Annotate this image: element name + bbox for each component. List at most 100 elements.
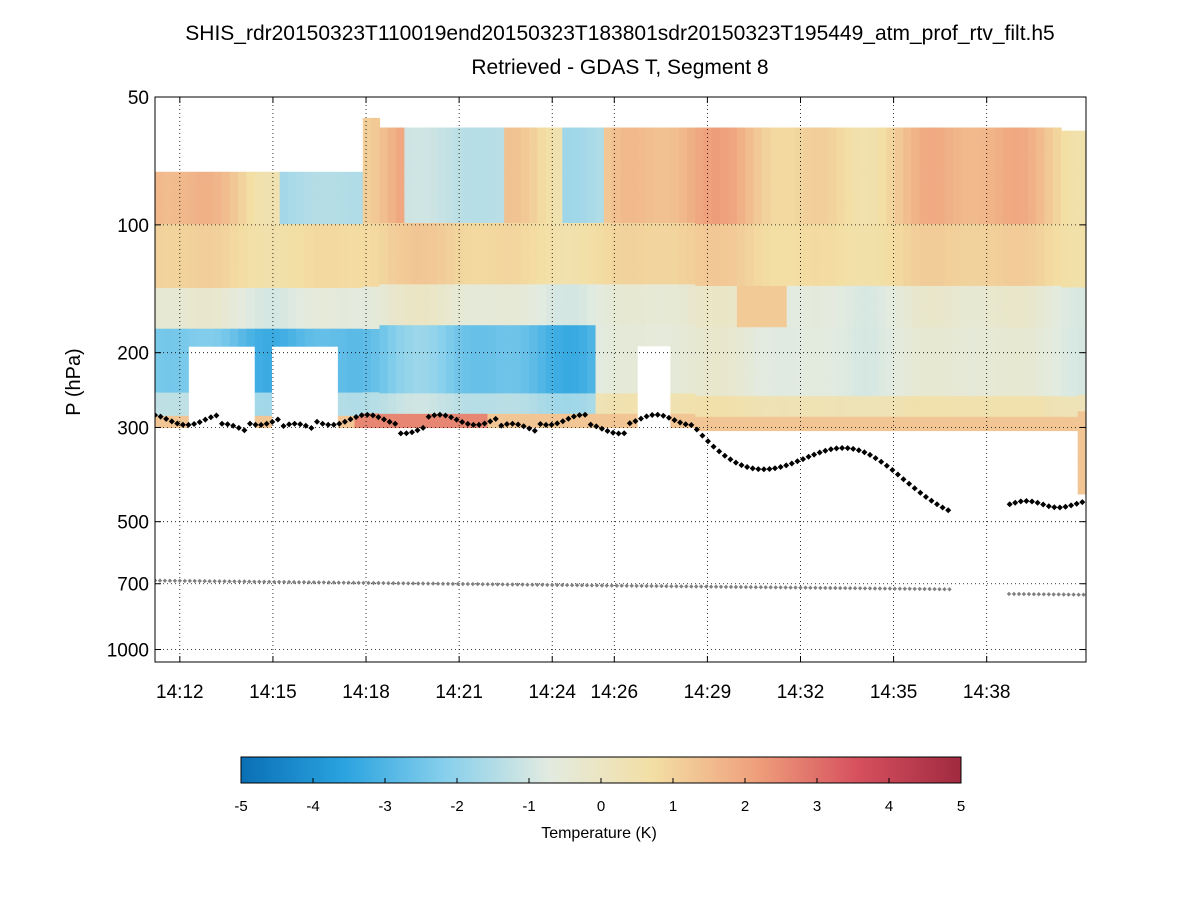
surface-pressure-marker <box>805 453 812 460</box>
heatmap-cell <box>429 243 439 251</box>
heatmap-cell <box>562 250 572 258</box>
heatmap-cell <box>994 196 1004 204</box>
heatmap-cell <box>462 222 472 231</box>
heatmap-cell <box>321 195 331 202</box>
heatmap-cell <box>520 393 530 401</box>
heatmap-cell <box>379 202 389 210</box>
heatmap-cell <box>878 223 888 232</box>
heatmap-cell <box>254 189 264 196</box>
heatmap-cell <box>994 299 1004 308</box>
heatmap-cell <box>878 368 888 377</box>
heatmap-cell <box>612 372 622 381</box>
heatmap-cell <box>254 195 264 202</box>
heatmap-cell <box>903 265 913 273</box>
heatmap-cell <box>337 351 347 359</box>
heatmap-cell <box>836 320 846 328</box>
heatmap-cell <box>329 241 339 248</box>
heatmap-cell <box>296 235 306 243</box>
heatmap-cell <box>470 372 480 381</box>
heatmap-cell <box>429 161 439 170</box>
heatmap-cell <box>786 182 796 191</box>
heatmap-cell <box>919 285 929 294</box>
heatmap-cell <box>861 292 871 301</box>
heatmap-cell <box>437 291 447 299</box>
heatmap-cell <box>213 253 223 260</box>
heatmap-cell <box>977 285 987 294</box>
heatmap-cell <box>911 402 921 411</box>
heatmap-cell <box>678 325 688 333</box>
heatmap-cell <box>745 272 755 280</box>
heatmap-cell <box>379 154 389 163</box>
heatmap-cell <box>495 263 505 272</box>
heatmap-cell <box>1011 161 1021 170</box>
heatmap-cell <box>961 175 971 184</box>
heatmap-cell <box>628 359 638 367</box>
heatmap-cell <box>803 320 813 328</box>
heatmap-cell <box>188 195 198 202</box>
heatmap-cell <box>163 195 173 202</box>
heatmap-cell <box>321 282 331 289</box>
heatmap-cell <box>745 161 755 170</box>
heatmap-cell <box>462 338 472 347</box>
heatmap-cell <box>803 347 813 356</box>
reference-pressure-marker <box>420 581 426 586</box>
heatmap-cell <box>1061 232 1070 241</box>
heatmap-cell <box>919 340 929 349</box>
heatmap-cell <box>312 288 322 295</box>
heatmap-cell <box>736 189 746 197</box>
heatmap-cell <box>504 325 514 333</box>
heatmap-cell <box>936 244 946 253</box>
surface-pressure-marker <box>403 430 410 437</box>
heatmap-cell <box>504 291 514 299</box>
heatmap-cell <box>429 345 439 354</box>
heatmap-cell <box>703 258 713 266</box>
heatmap-cell <box>204 258 214 266</box>
heatmap-cell <box>770 237 780 246</box>
heatmap-cell <box>545 154 555 163</box>
reference-pressure-marker <box>664 584 669 589</box>
heatmap-cell <box>711 265 721 273</box>
heatmap-cell <box>595 182 605 190</box>
heatmap-cell <box>803 258 813 266</box>
heatmap-cell <box>645 270 655 279</box>
heatmap-cell <box>886 148 896 156</box>
heatmap-cell <box>578 379 588 388</box>
heatmap-cell <box>412 182 422 190</box>
heatmap-cell <box>312 218 322 225</box>
heatmap-cell <box>562 297 572 306</box>
heatmap-cell <box>171 229 181 237</box>
heatmap-cell <box>445 318 455 326</box>
heatmap-cell <box>354 270 364 277</box>
reference-pressure-marker <box>430 581 436 586</box>
heatmap-cell <box>279 224 289 231</box>
heatmap-cell <box>520 270 530 279</box>
heatmap-cell <box>204 305 214 312</box>
heatmap-cell <box>620 420 630 429</box>
heatmap-cell <box>1077 163 1086 173</box>
heatmap-cell <box>371 364 381 372</box>
heatmap-cell <box>570 345 580 354</box>
heatmap-cell <box>445 257 455 265</box>
heatmap-cell <box>711 134 721 142</box>
heatmap-cell <box>562 154 572 163</box>
heatmap-cell <box>612 175 622 183</box>
heatmap-cell <box>529 209 538 217</box>
heatmap-cell <box>454 413 464 422</box>
heatmap-cell <box>687 338 696 347</box>
reference-pressure-marker <box>609 583 614 588</box>
heatmap-cell <box>213 317 223 324</box>
heatmap-cell <box>312 183 322 190</box>
heatmap-cell <box>562 188 572 197</box>
heatmap-cell <box>562 147 572 156</box>
heatmap-cell <box>861 375 871 383</box>
heatmap-cell <box>346 235 356 243</box>
heatmap-cell <box>554 379 563 388</box>
heatmap-cell <box>820 272 829 280</box>
heatmap-cell <box>479 284 489 292</box>
heatmap-cell <box>603 420 613 429</box>
heatmap-cell <box>878 375 888 383</box>
heatmap-cell <box>986 375 996 383</box>
heatmap-cell <box>196 322 206 330</box>
heatmap-cell <box>163 322 173 330</box>
heatmap-cell <box>944 292 954 301</box>
